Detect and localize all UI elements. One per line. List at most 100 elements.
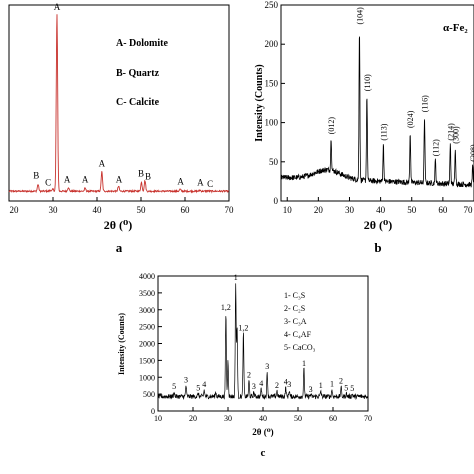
panel-a-x-tick-label: 30	[49, 205, 59, 215]
panel-b-miller-index: (024)	[406, 110, 415, 128]
legend-c-c3s: 1- C₃S	[284, 291, 305, 300]
panel-a-peak-letter: A	[82, 174, 89, 184]
legend-c-c4af: 4- C₄AF	[284, 330, 312, 339]
panel-c-pattern-line	[157, 283, 369, 401]
panel-b-x-tick-label: 60	[438, 205, 448, 215]
legend-a-quartz: B- Quartz	[116, 68, 160, 79]
panel-b-miller-index: (116)	[421, 95, 430, 112]
panel-b-peak-labels: (012) (104) (110) (113) (024) (116) (112) (214)…	[327, 7, 474, 162]
legend-a-calcite: C- Calcite	[116, 97, 160, 108]
panel-a-peak-letter: B	[138, 169, 144, 179]
panel-c-phase-label: 5	[172, 382, 176, 391]
panel-a-x-tick-label: 70	[225, 205, 235, 215]
panel-b-x-tick-label: 20	[314, 205, 324, 215]
panel-c-phase-label: 2	[339, 377, 343, 386]
panel-b-title: α-Fe₂	[443, 22, 468, 34]
panel-c-phase-label: 3	[287, 380, 291, 389]
panel-a-pattern-line	[8, 14, 230, 194]
panel-a-plot-frame	[8, 4, 230, 202]
panel-b-axis-ticks: 10 20 30 40 50 60 70 0 50 100 150 200 250	[265, 0, 474, 215]
panel-c-phase-label: 1	[330, 379, 334, 388]
panel-a-x-ticks: 20 30 40 50 60 70	[8, 197, 235, 215]
panel-c-y-tick-label: 2000	[139, 340, 155, 349]
panel-c-phase-label: 4	[284, 377, 288, 386]
panel-b-miller-index: (214)	[446, 123, 455, 141]
panel-c-axis-ticks: 10 20 30 40 50 60 7005001000150020002500300035…	[139, 272, 372, 423]
panel-c-y-axis-label: Intensity (Counts)	[117, 313, 126, 375]
panel-c-x-tick-label: 40	[259, 414, 267, 423]
panel-a-peak-letter: B	[145, 171, 151, 181]
panel-c-x-tick-label: 50	[294, 414, 302, 423]
panel-c-phase-label: 3	[252, 382, 256, 391]
panel-b-pattern-line	[280, 36, 474, 188]
panel-b-x-tick-label: 10	[283, 205, 293, 215]
panel-a-peak-letter: A	[197, 177, 204, 187]
panel-c-clinker-xrd: 10 20 30 40 50 60 7005001000150020002500300035…	[117, 272, 372, 459]
panel-b-y-tick-label: 150	[265, 78, 279, 88]
panel-c-phase-label: 4	[259, 379, 263, 388]
panel-a-x-tick-label: 20	[10, 205, 20, 215]
panel-b-y-tick-label: 50	[269, 157, 279, 167]
panel-c-y-tick-label: 0	[151, 407, 155, 416]
panel-b-x-tick-label: 30	[345, 205, 355, 215]
panel-c-letter: c	[261, 447, 266, 459]
panel-a-peak-letter: A	[54, 2, 61, 12]
panel-c-x-tick-label: 30	[224, 414, 232, 423]
panel-c-phase-label: 5	[350, 384, 354, 393]
panel-c-y-tick-label: 3000	[139, 306, 155, 315]
panel-b-miller-index: (208)	[469, 144, 474, 162]
panel-b-letter: b	[374, 240, 381, 255]
panel-b-hematite-xrd: 10 20 30 40 50 60 70 0 50 100 150 200 250 (012) (104)…	[254, 0, 474, 255]
panel-c-phase-label: 1	[302, 359, 306, 368]
panel-b-miller-index: (110)	[363, 74, 372, 91]
panel-c-phase-label: 3	[309, 385, 313, 394]
panel-c-peak-labels: 535 41,211,223 432 4 313 1 1 25 5	[172, 273, 354, 394]
panel-b-y-tick-label: 0	[274, 196, 279, 206]
panel-c-y-tick-label: 3500	[139, 289, 155, 298]
legend-c-c3a: 3- C₃A	[284, 317, 307, 326]
panel-b-miller-index: (012)	[327, 117, 336, 135]
panel-c-x-tick-label: 20	[189, 414, 197, 423]
panel-b-y-axis-label: Intensity (Counts)	[254, 64, 265, 142]
panel-c-x-tick-label: 60	[329, 414, 337, 423]
panel-c-x-tick-label: 70	[364, 414, 372, 423]
panel-c-y-tick-label: 2500	[139, 323, 155, 332]
panel-c-phase-label: 4	[202, 380, 206, 389]
panel-c-phase-label: 5	[196, 383, 200, 392]
panel-c-x-tick-label: 10	[154, 414, 162, 423]
panel-b-miller-index: (300)	[451, 126, 460, 144]
panel-a-peak-letter: A	[116, 174, 123, 184]
panel-c-y-tick-label: 1500	[139, 356, 155, 365]
legend-c-c2s: 2- C₂S	[284, 304, 305, 313]
panel-b-miller-index: (113)	[379, 123, 388, 140]
panel-b-y-tick-label: 250	[265, 0, 279, 10]
panel-b-miller-index: (104)	[355, 7, 364, 25]
panel-c-phase-label: 3	[265, 362, 269, 371]
panel-a-peak-letter: C	[45, 177, 51, 187]
panel-c-phase-label: 1,2	[238, 323, 248, 332]
panel-b-y-tick-label: 200	[265, 39, 279, 49]
panel-a-peak-letter: B	[33, 170, 39, 180]
panel-b-x-axis-label: 2θ (⁰)	[364, 218, 393, 232]
legend-c-caco3: 5- CaCO₃	[284, 343, 316, 352]
panel-c-y-tick-label: 4000	[139, 272, 155, 281]
panel-a-peak-letter: A	[99, 159, 106, 169]
panel-c-plot-frame	[157, 275, 369, 412]
panel-c-x-axis-label: 2θ (⁰)	[252, 427, 273, 437]
legend-a-dolomite: A- Dolomite	[116, 38, 168, 49]
panel-a-x-tick-label: 40	[93, 205, 103, 215]
panel-a-peak-letter: C	[207, 179, 213, 189]
panel-b-x-tick-label: 70	[464, 205, 474, 215]
panel-a-x-axis-label: 2θ (⁰)	[104, 218, 133, 232]
panel-a-x-tick-label: 50	[137, 205, 147, 215]
panel-c-phase-label: 3	[184, 375, 188, 384]
panel-c-phase-label: 2	[247, 371, 251, 380]
panel-a-peak-letter: A	[64, 174, 71, 184]
panel-b-y-tick-label: 100	[265, 118, 279, 128]
panel-c-phase-label: 1,2	[221, 303, 231, 312]
panel-b-miller-index: (112)	[431, 139, 440, 156]
panel-b-x-tick-label: 50	[407, 205, 417, 215]
